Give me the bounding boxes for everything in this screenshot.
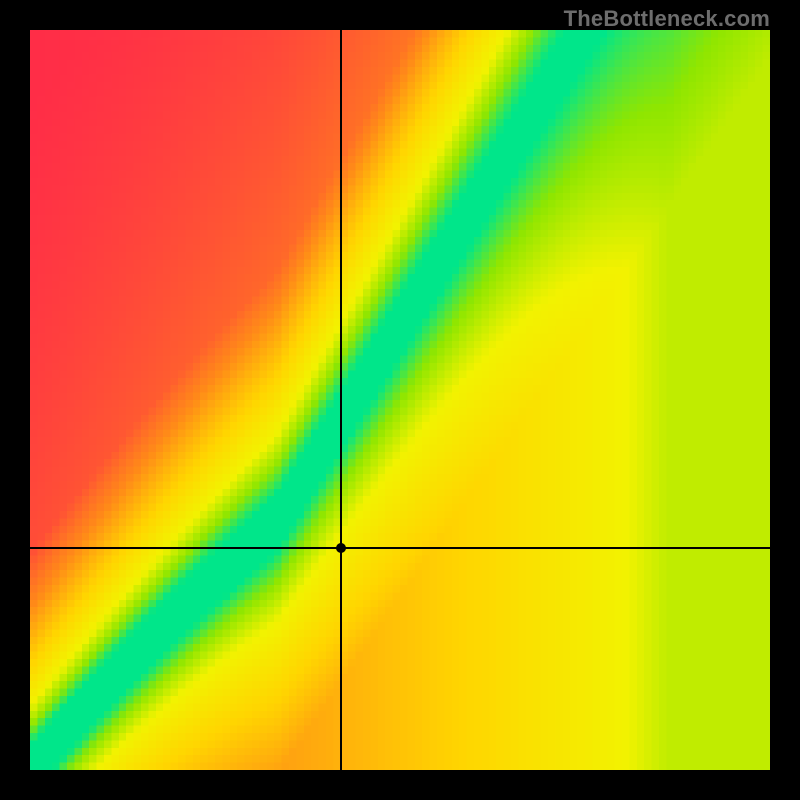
- heatmap-canvas: [30, 30, 770, 770]
- chart-frame: TheBottleneck.com: [0, 0, 800, 800]
- watermark-label: TheBottleneck.com: [564, 6, 770, 32]
- crosshair-marker: [336, 543, 346, 553]
- plot-area: [30, 30, 770, 770]
- crosshair-vertical: [340, 30, 342, 770]
- crosshair-horizontal: [30, 547, 770, 549]
